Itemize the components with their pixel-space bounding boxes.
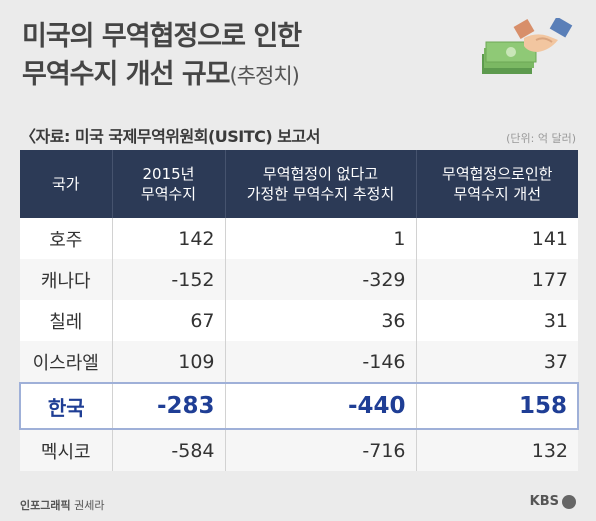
title-line2: 무역수지 개선 규모(추정치) (22, 59, 300, 90)
cell-improvement: 141 (415, 218, 578, 259)
table-row: 이스라엘 109 -146 37 (20, 341, 578, 383)
handshake-money-icon (482, 18, 573, 74)
header-estimate: 무역협정이 없다고 가정한 무역수지 추정치 (224, 150, 416, 218)
source-label: 〈자료: 미국 국제무역위원회(USITC) 보고서 (20, 127, 320, 146)
cell-country: 캐나다 (20, 259, 112, 300)
table-row: 칠레 67 36 31 (20, 300, 578, 341)
cell-country: 한국 (19, 382, 112, 430)
cell-balance: 67 (111, 300, 225, 341)
header-balance-2015: 2015년 무역수지 (111, 150, 225, 218)
cell-balance: 109 (111, 341, 225, 383)
table-row: 멕시코 -584 -716 132 (20, 429, 578, 471)
logo-mark-icon (562, 494, 576, 509)
title-line1: 미국의 무역협정으로 인한 (22, 21, 302, 52)
cell-estimate: -716 (224, 429, 416, 471)
header-country: 국가 (20, 150, 112, 218)
title-sub: (추정치) (229, 64, 300, 88)
table-row: 캐나다 -152 -329 177 (20, 259, 578, 300)
credit: 인포그래픽 권세라 (20, 499, 105, 512)
cell-balance: -283 (111, 382, 225, 430)
cell-balance: 142 (111, 218, 225, 259)
table-row-highlighted: 한국 -283 -440 158 (19, 382, 579, 430)
cell-improvement: 177 (415, 259, 578, 300)
cell-estimate: 1 (224, 218, 416, 259)
cell-improvement: 37 (415, 341, 578, 383)
page-title: 미국의 무역협정으로 인한 무역수지 개선 규모(추정치) (22, 18, 302, 95)
cell-estimate: -146 (224, 341, 416, 383)
unit-label: (단위: 억 달러) (506, 132, 576, 145)
cell-improvement: 158 (415, 382, 579, 430)
cell-estimate: 36 (224, 300, 416, 341)
cell-country: 이스라엘 (20, 341, 112, 383)
cell-improvement: 132 (415, 429, 578, 471)
cell-balance: -584 (111, 429, 225, 471)
table-row: 호주 142 1 141 (20, 218, 578, 259)
cell-country: 멕시코 (20, 429, 112, 471)
cell-estimate: -440 (224, 382, 416, 430)
kbs-logo: KBS (530, 494, 576, 509)
trade-balance-table: 국가 2015년 무역수지 무역협정이 없다고 가정한 무역수지 추정치 무역협정으… (19, 150, 579, 471)
table-header-row: 국가 2015년 무역수지 무역협정이 없다고 가정한 무역수지 추정치 무역협정으… (20, 150, 578, 218)
cell-estimate: -329 (224, 259, 416, 300)
cell-country: 호주 (20, 218, 112, 259)
cell-balance: -152 (111, 259, 225, 300)
header-improvement: 무역협정으로인한 무역수지 개선 (415, 150, 578, 218)
cell-improvement: 31 (415, 300, 578, 341)
cell-country: 칠레 (20, 300, 112, 341)
